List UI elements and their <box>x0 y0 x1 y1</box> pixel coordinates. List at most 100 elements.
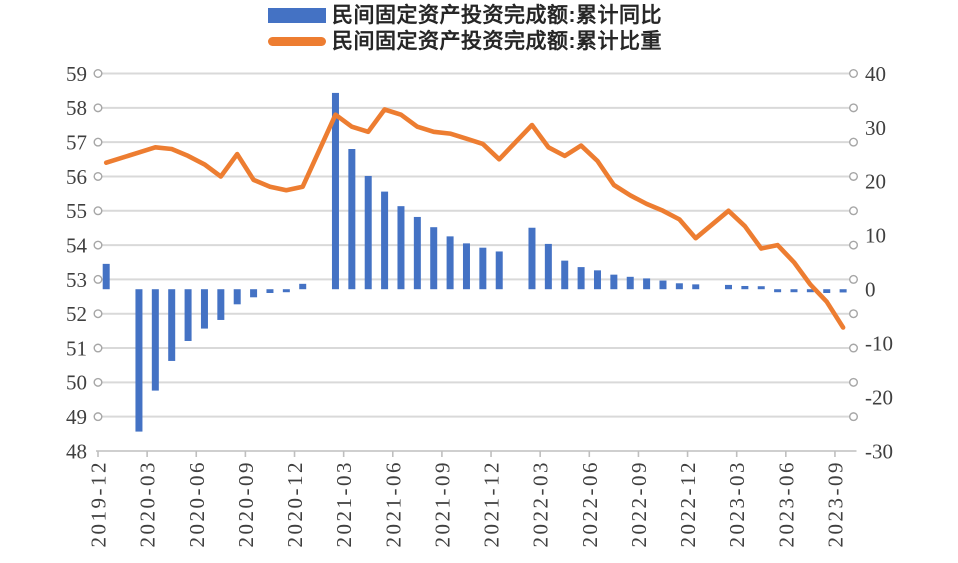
x-axis-tick-label: 2023-06 <box>774 460 798 548</box>
left-axis-tick-label: 54 <box>66 233 88 257</box>
bar-2023-09 <box>839 289 847 293</box>
bar-2022-10 <box>659 280 667 290</box>
x-axis-tick-label: 2020-09 <box>234 460 258 548</box>
bar-2021-10 <box>462 243 470 290</box>
x-axis-tick-label: 2021-03 <box>332 460 356 548</box>
right-axis-tick-label: 30 <box>865 116 886 140</box>
bar-2020-07 <box>217 289 225 320</box>
bar-2023-04 <box>757 286 765 290</box>
left-axis-tick-label: 51 <box>66 336 87 360</box>
legend-item-line-series: 民间固定资产投资完成额:累计比重 <box>268 28 662 54</box>
left-axis-tick-label: 48 <box>66 439 87 463</box>
left-axis-tick-label: 50 <box>66 371 87 395</box>
right-axis-tick-label: -30 <box>865 439 893 463</box>
bar-2022-06 <box>593 270 601 290</box>
bar-2021-05 <box>381 191 389 290</box>
bar-2023-08 <box>823 289 831 293</box>
x-axis-tick-label: 2021-12 <box>480 460 504 548</box>
bar-2022-12 <box>692 284 700 290</box>
gridline-right-cap-circle-icon <box>849 377 859 387</box>
gridline-left-cap-circle-icon <box>93 309 103 319</box>
line-series-path <box>103 107 846 330</box>
bar-2020-12 <box>299 283 307 290</box>
bar-2023-07 <box>806 289 814 293</box>
bar-2021-11 <box>479 247 487 290</box>
x-axis-tick-label: 2020-12 <box>283 460 307 548</box>
x-axis-tick-label: 2019-12 <box>87 460 111 548</box>
right-axis-tick-label: -10 <box>865 331 893 355</box>
bar-2021-08 <box>430 227 438 290</box>
gridline-left-cap-circle-icon <box>93 171 103 181</box>
gridline-left-cap-circle-icon <box>93 206 103 216</box>
bar-2023-02 <box>724 284 732 290</box>
legend-line-swatch-icon <box>268 36 326 46</box>
gridline-right-cap-circle-icon <box>849 240 859 250</box>
bar-2022-08 <box>626 276 634 290</box>
bar-2019-12 <box>102 263 110 290</box>
left-axis-tick-label: 53 <box>66 268 87 292</box>
bar-2021-06 <box>397 206 405 290</box>
gridline-left-cap-circle-icon <box>93 377 103 387</box>
gridline-left-cap-circle-icon <box>93 412 103 422</box>
bar-2020-08 <box>233 289 241 305</box>
legend: 民间固定资产投资完成额:累计同比 民间固定资产投资完成额:累计比重 <box>268 2 662 54</box>
x-axis-tick-label: 2023-09 <box>823 460 847 548</box>
bar-2021-02 <box>331 92 339 290</box>
left-axis-tick-label: 55 <box>66 199 87 223</box>
gridline-right-cap-circle-icon <box>849 68 859 78</box>
gridline-right-cap-circle-icon <box>849 206 859 216</box>
x-axis-tick-label: 2022-06 <box>578 460 602 548</box>
bar-2022-04 <box>561 260 569 290</box>
x-axis-tick-label: 2022-12 <box>676 460 700 548</box>
bar-2022-07 <box>610 274 618 290</box>
gridline-right-cap-circle-icon <box>849 137 859 147</box>
bar-2020-05 <box>184 289 192 341</box>
bar-2023-06 <box>790 289 798 293</box>
legend-item-bar-series: 民间固定资产投资完成额:累计同比 <box>268 2 662 28</box>
bar-2021-07 <box>413 216 421 290</box>
bar-2020-03 <box>151 289 159 391</box>
gridline-left-cap-circle-icon <box>93 274 103 284</box>
right-axis-tick-label: 0 <box>865 278 876 302</box>
gridline-right-cap-circle-icon <box>849 103 859 113</box>
right-axis-tick-label: 10 <box>865 224 886 248</box>
bar-2022-05 <box>577 267 585 290</box>
bar-2020-11 <box>282 289 290 293</box>
right-axis-tick-label: 20 <box>865 170 886 194</box>
bar-2023-05 <box>774 289 782 293</box>
legend-bar-swatch-icon <box>268 7 326 23</box>
x-axis-tick-label: 2021-06 <box>381 460 405 548</box>
bar-2023-03 <box>741 285 749 290</box>
left-axis-tick-label: 49 <box>66 405 87 429</box>
x-axis-tick-label: 2023-03 <box>725 460 749 548</box>
bar-2022-03 <box>544 243 552 290</box>
bar-2020-02 <box>135 289 143 432</box>
right-axis-tick-label: -20 <box>865 385 893 409</box>
gridline-right-cap-circle-icon <box>849 309 859 319</box>
gridline-left-cap-circle-icon <box>93 343 103 353</box>
legend-label-line-series: 民间固定资产投资完成额:累计比重 <box>332 29 662 53</box>
bar-2021-03 <box>348 149 356 290</box>
x-axis-tick-label: 2022-09 <box>627 460 651 548</box>
legend-label-bar-series: 民间固定资产投资完成额:累计同比 <box>332 3 662 27</box>
left-axis-tick-label: 57 <box>66 130 87 154</box>
bar-2021-12 <box>495 251 503 290</box>
bar-2020-09 <box>250 289 258 298</box>
gridline-left-cap-circle-icon <box>93 68 103 78</box>
x-axis-tick-label: 2021-09 <box>430 460 454 548</box>
left-axis-tick-label: 56 <box>66 165 87 189</box>
bar-2022-02 <box>528 227 536 290</box>
gridline-left-cap-circle-icon <box>93 137 103 147</box>
x-axis-tick-label: 2020-06 <box>185 460 209 548</box>
bar-2022-09 <box>643 278 651 290</box>
bar-2020-06 <box>200 289 208 329</box>
bar-2020-04 <box>168 289 176 361</box>
gridline-right-cap-circle-icon <box>849 274 859 284</box>
x-axis-tick-label: 2022-03 <box>529 460 553 548</box>
bar-2021-04 <box>364 175 372 290</box>
gridline-right-cap-circle-icon <box>849 412 859 422</box>
gridline-right-cap-circle-icon <box>849 171 859 181</box>
x-axis-tick-label: 2020-03 <box>136 460 160 548</box>
left-axis-tick-label: 58 <box>66 96 87 120</box>
